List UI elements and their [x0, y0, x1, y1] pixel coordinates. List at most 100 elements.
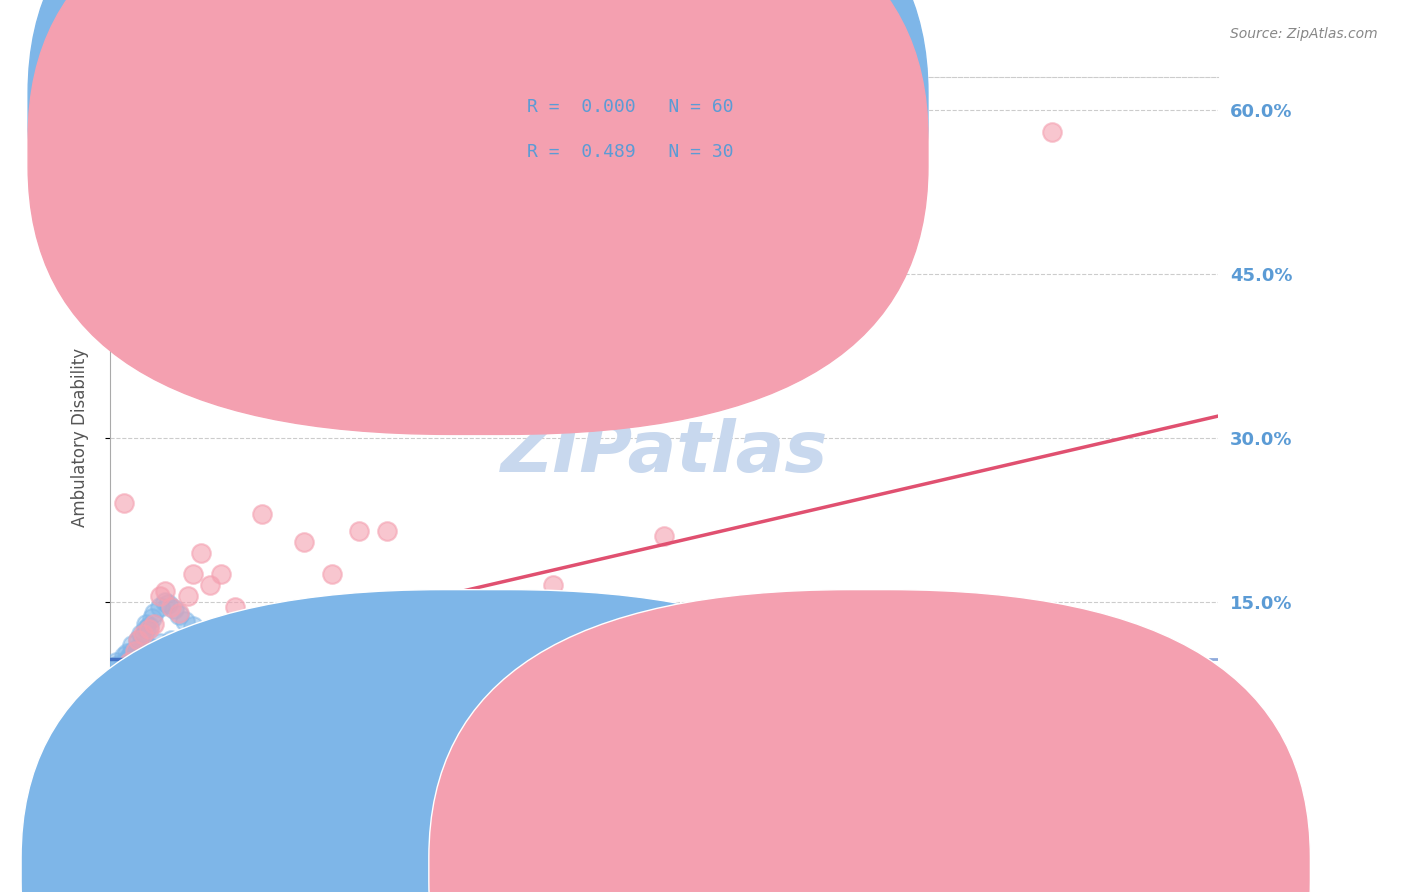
Point	[127, 649, 149, 664]
Point	[224, 668, 246, 682]
Point	[118, 654, 141, 668]
Point	[115, 665, 138, 680]
Point	[127, 632, 149, 647]
Point	[143, 606, 166, 620]
Point	[138, 622, 160, 636]
Point	[404, 627, 426, 641]
Point	[173, 615, 195, 629]
Text: R =  0.489   N = 30: R = 0.489 N = 30	[527, 143, 734, 161]
Point	[176, 589, 198, 603]
Point	[121, 655, 143, 669]
Point	[1054, 655, 1077, 669]
Point	[141, 640, 163, 655]
Point	[321, 567, 343, 582]
Point	[198, 578, 221, 592]
Point	[129, 627, 152, 641]
Point	[181, 619, 204, 633]
Point	[132, 644, 155, 658]
Point	[266, 622, 288, 636]
Point	[238, 616, 260, 631]
Point	[124, 651, 146, 665]
Point	[155, 595, 177, 609]
Point	[118, 655, 141, 669]
Point	[160, 600, 183, 615]
Point	[252, 680, 274, 694]
Point	[176, 640, 198, 655]
Text: IMMIGRANTS FROM THAILAND VS COMANCHE AMBULATORY DISABILITY CORRELATION CHART: IMMIGRANTS FROM THAILAND VS COMANCHE AMB…	[56, 27, 900, 42]
Point	[215, 664, 238, 678]
Point	[190, 545, 212, 559]
Point	[138, 619, 160, 633]
Point	[1180, 693, 1202, 707]
Point	[155, 583, 177, 598]
Point	[112, 496, 135, 510]
Y-axis label: Ambulatory Disability: Ambulatory Disability	[72, 348, 89, 527]
Point	[486, 632, 509, 647]
Point	[115, 646, 138, 660]
Point	[1040, 125, 1063, 139]
Point	[112, 649, 135, 664]
Point	[118, 650, 141, 665]
Point	[104, 655, 127, 669]
Point	[112, 657, 135, 671]
Text: 0.0%: 0.0%	[86, 823, 135, 841]
Point	[529, 649, 551, 664]
Point	[124, 644, 146, 658]
Point	[149, 600, 172, 615]
Point	[121, 645, 143, 659]
Point	[190, 649, 212, 664]
Point	[266, 684, 288, 698]
Point	[238, 673, 260, 688]
Point	[110, 662, 132, 676]
Point	[163, 602, 186, 616]
Point	[193, 636, 215, 650]
Point	[107, 676, 129, 690]
Point	[101, 660, 124, 674]
Point	[149, 636, 172, 650]
Point	[198, 644, 221, 658]
Point	[135, 616, 157, 631]
Point	[121, 639, 143, 653]
Text: 40.0%: 40.0%	[1187, 823, 1250, 841]
Point	[292, 534, 315, 549]
Point	[543, 578, 565, 592]
Text: R =  0.000   N = 60: R = 0.000 N = 60	[527, 98, 734, 116]
Point	[375, 524, 398, 538]
Point	[135, 622, 157, 636]
Point	[204, 655, 226, 669]
Point	[141, 611, 163, 625]
Point	[209, 658, 232, 673]
Point	[252, 508, 274, 522]
Point	[349, 524, 371, 538]
Point	[110, 671, 132, 685]
Point	[209, 567, 232, 582]
Point	[181, 567, 204, 582]
Point	[224, 600, 246, 615]
Point	[132, 627, 155, 641]
Point	[652, 529, 675, 543]
Point	[187, 630, 209, 644]
Point	[107, 658, 129, 673]
Point	[143, 616, 166, 631]
Point	[169, 607, 191, 622]
Text: ZIPatlas: ZIPatlas	[501, 417, 828, 487]
Point	[149, 589, 172, 603]
Point	[132, 630, 155, 644]
Point	[157, 597, 180, 611]
Point	[124, 644, 146, 658]
Point	[224, 660, 246, 674]
Text: Immigrants from Thailand: Immigrants from Thailand	[517, 861, 733, 879]
Text: Comanche: Comanche	[897, 861, 986, 879]
Text: Source: ZipAtlas.com: Source: ZipAtlas.com	[1230, 27, 1378, 41]
Point	[160, 632, 183, 647]
Point	[169, 606, 191, 620]
Point	[127, 632, 149, 647]
Point	[246, 665, 269, 680]
Point	[115, 652, 138, 666]
Point	[204, 651, 226, 665]
Point	[127, 640, 149, 655]
Point	[875, 649, 897, 664]
Point	[118, 660, 141, 674]
Point	[709, 655, 731, 669]
Point	[820, 639, 842, 653]
